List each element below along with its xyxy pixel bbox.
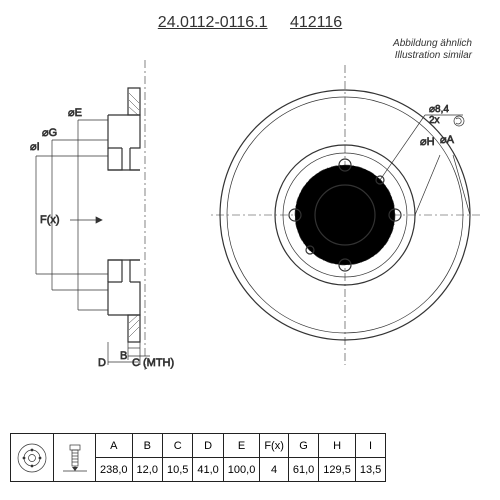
val-Fx: 4 — [260, 458, 289, 482]
diagram-area: ⌀I ⌀G ⌀E F(x) — [10, 55, 490, 385]
col-E: E — [223, 434, 260, 458]
val-H: 129,5 — [319, 458, 356, 482]
label-E: ⌀E — [68, 107, 82, 119]
val-C: 10,5 — [162, 458, 192, 482]
short-code: 412116 — [290, 14, 342, 32]
label-D: D — [98, 357, 106, 369]
val-E: 100,0 — [223, 458, 260, 482]
label-B: B — [120, 350, 127, 362]
col-Fx: F(x) — [260, 434, 289, 458]
spec-header-row: A B C D E F(x) G H I — [11, 434, 386, 458]
front-view: ⌀H ⌀A ⌀8,4 2x — [210, 60, 480, 370]
label-A: ⌀A — [440, 134, 455, 146]
label-Fx: F(x) — [40, 214, 60, 226]
label-hole-count: 2x — [429, 115, 440, 126]
val-A: 238,0 — [96, 458, 133, 482]
profile-view: ⌀I ⌀G ⌀E F(x) — [30, 60, 185, 370]
val-G: 61,0 — [288, 458, 318, 482]
spec-table: A B C D E F(x) G H I 238,0 12,0 10,5 41,… — [10, 433, 386, 482]
col-C: C — [162, 434, 192, 458]
val-B: 12,0 — [132, 458, 162, 482]
col-H: H — [319, 434, 356, 458]
label-I: ⌀I — [30, 141, 40, 153]
col-G: G — [288, 434, 318, 458]
header-bar: 24.0112-0116.1 412116 — [0, 14, 500, 32]
col-D: D — [193, 434, 223, 458]
val-D: 41,0 — [193, 458, 223, 482]
col-B: B — [132, 434, 162, 458]
label-H: ⌀H — [420, 136, 435, 148]
label-C: C (MTH) — [132, 357, 174, 369]
disc-icon-cell — [11, 434, 54, 482]
col-A: A — [96, 434, 133, 458]
label-hole-dia: ⌀8,4 — [429, 104, 449, 115]
val-I: 13,5 — [355, 458, 385, 482]
subtitle-de: Abbildung ähnlich — [393, 38, 472, 50]
part-number: 24.0112-0116.1 — [158, 14, 268, 32]
label-G: ⌀G — [42, 127, 57, 139]
col-I: I — [355, 434, 385, 458]
bolt-icon-cell — [54, 434, 96, 482]
